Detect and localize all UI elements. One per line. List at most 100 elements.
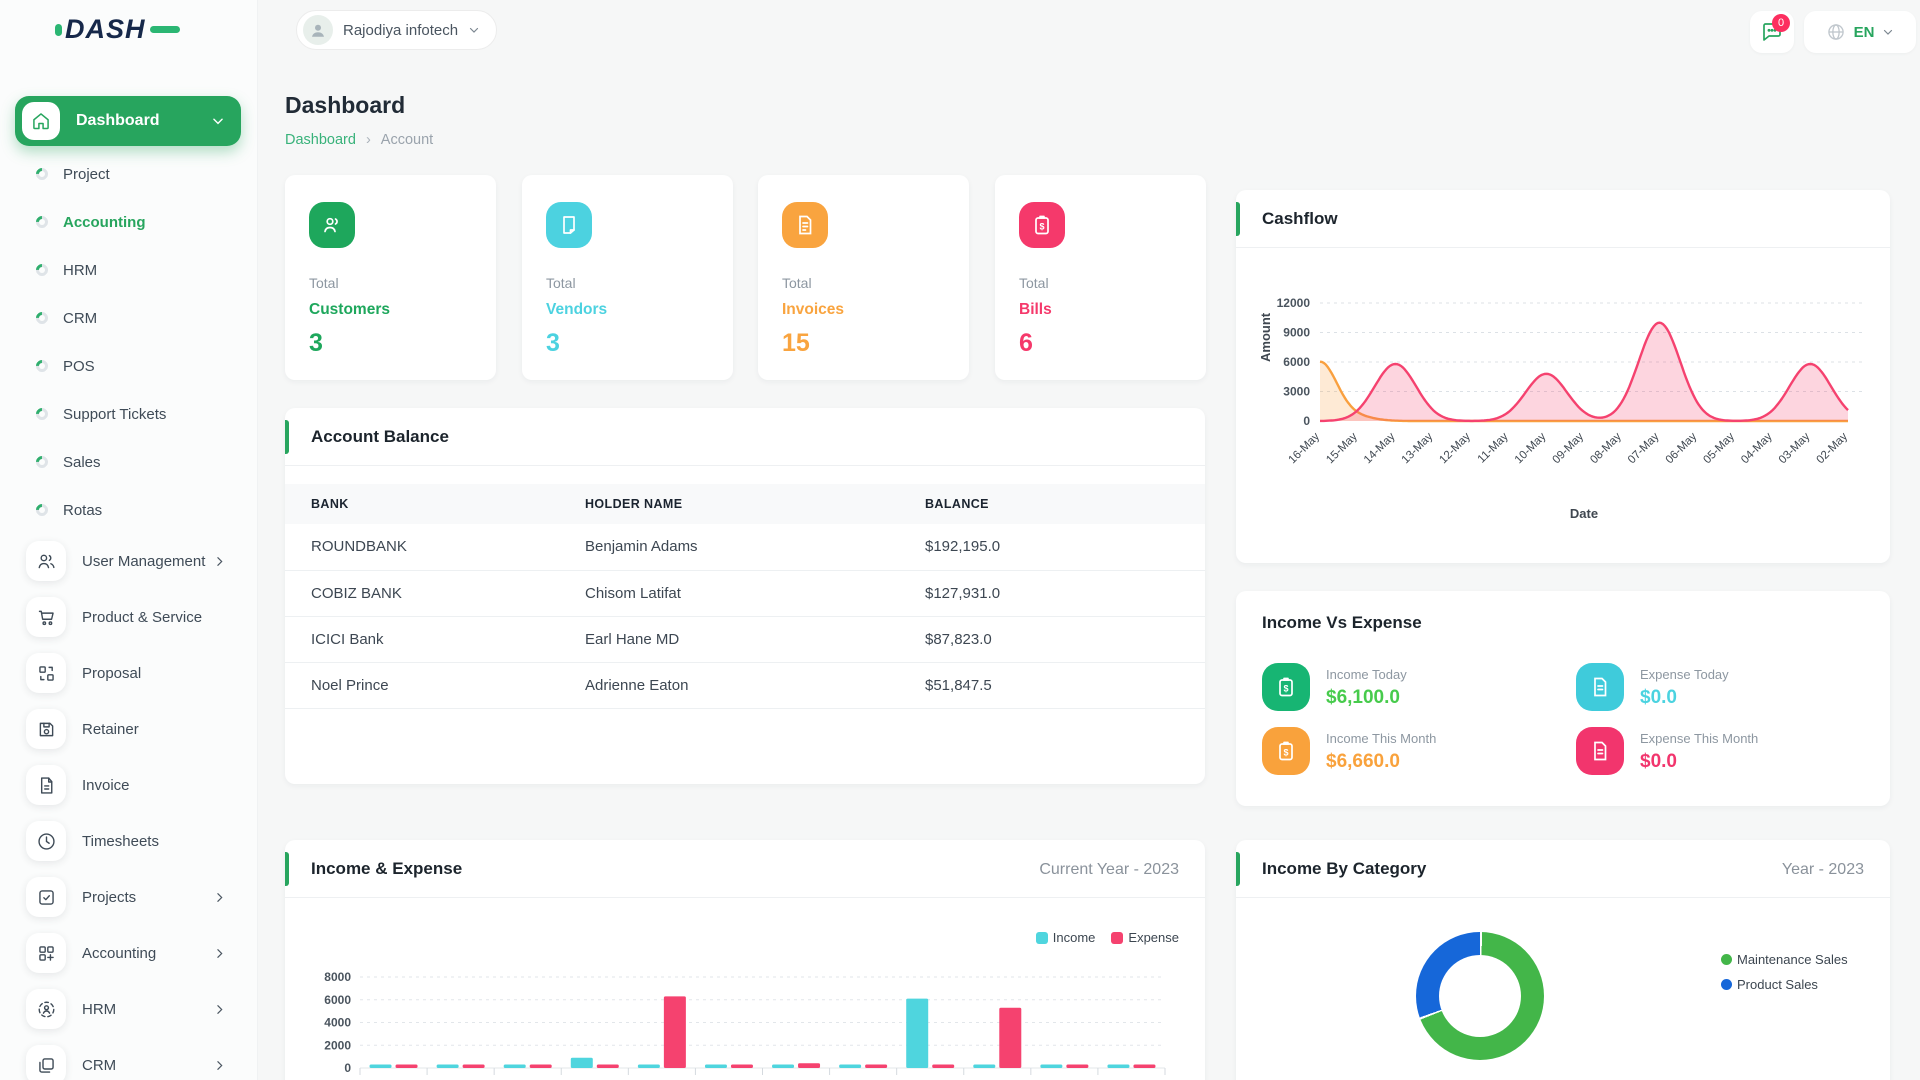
sidebar-item-crm-menu[interactable]: CRM	[0, 1037, 258, 1080]
expense-this-month-item: Expense This Month $0.0	[1576, 727, 1758, 775]
legend-item-expense[interactable]: Expense	[1111, 930, 1179, 945]
sidebar-item-crm[interactable]: CRM	[0, 294, 258, 342]
stat-prefix: Total	[782, 275, 812, 291]
sidebar-item-hrm-menu[interactable]: HRM	[0, 981, 258, 1037]
stat-value: 15	[782, 329, 810, 357]
sidebar-item-proposal[interactable]: Proposal	[0, 645, 258, 701]
svg-text:09-May: 09-May	[1551, 430, 1587, 466]
svg-text:0: 0	[1303, 414, 1310, 428]
workspace-name: Rajodiya infotech	[343, 21, 459, 39]
income-expense-period: Current Year - 2023	[1039, 861, 1179, 878]
stat-label: Invoices	[782, 301, 845, 318]
stat-prefix: Total	[546, 275, 576, 291]
svg-text:13-May: 13-May	[1400, 430, 1436, 466]
clipboard-dollar-icon: $	[1019, 202, 1065, 248]
income-by-category-header: Income By Category Year - 2023	[1236, 840, 1890, 898]
bullet-icon	[33, 405, 51, 423]
income-vs-expense-title: Income Vs Expense	[1262, 613, 1422, 632]
sidebar-item-hrm[interactable]: HRM	[0, 246, 258, 294]
bullet-icon	[33, 453, 51, 471]
chevron-right-icon	[213, 555, 226, 568]
svg-text:12000: 12000	[1277, 296, 1311, 310]
income-this-month-label: Income This Month	[1326, 731, 1437, 746]
svg-text:3000: 3000	[1283, 385, 1310, 399]
file-lines-icon	[782, 202, 828, 248]
notification-badge: 0	[1772, 14, 1790, 32]
cell-holder: Earl Hane MD	[585, 616, 925, 663]
page-title: Dashboard	[285, 92, 406, 118]
sidebar-item-dashboard[interactable]: Dashboard	[15, 96, 241, 146]
sidebar-item-accounting-menu[interactable]: Accounting	[0, 925, 258, 981]
stat-label: Vendors	[546, 301, 608, 318]
note-icon	[1576, 727, 1624, 775]
workspace-dropdown[interactable]: Rajodiya infotech	[296, 10, 498, 50]
logo-text: DASH	[65, 14, 146, 44]
income-today-value: $6,100.0	[1326, 687, 1400, 708]
invoice-icon	[26, 765, 66, 805]
maintenance-sales-dot	[1721, 954, 1732, 965]
breadcrumb-dashboard[interactable]: Dashboard	[285, 132, 356, 148]
sidebar-item-timesheets[interactable]: Timesheets	[0, 813, 258, 869]
accent-bar	[1236, 852, 1240, 886]
retainer-icon	[26, 709, 66, 749]
stat-prefix: Total	[309, 275, 339, 291]
cell-bank: ICICI Bank	[285, 616, 585, 663]
expense-this-month-label: Expense This Month	[1640, 731, 1759, 746]
col-holder-name: HOLDER NAME	[585, 497, 683, 511]
income-category-donut-chart	[1416, 932, 1544, 1060]
stat-value: 6	[1019, 329, 1033, 357]
language-dropdown[interactable]: EN	[1804, 11, 1916, 53]
expense-today-label: Expense Today	[1640, 667, 1729, 682]
sidebar-item-invoice[interactable]: Invoice	[0, 757, 258, 813]
sidebar-item-rotas[interactable]: Rotas	[0, 486, 258, 534]
stat-card-vendors: Total Vendors 3	[522, 175, 733, 380]
income-swatch	[1035, 931, 1048, 944]
income-this-month-value: $6,660.0	[1326, 751, 1400, 772]
chevron-right-icon	[213, 947, 226, 960]
sidebar-item-support-tickets[interactable]: Support Tickets	[0, 390, 258, 438]
cashflow-card: Cashflow 12000 9000 6000 3000 0 Amount 16-May 1…	[1236, 190, 1890, 563]
table-row: COBIZ BANK Chisom Latifat $127,931.0	[285, 570, 1205, 617]
svg-text:14-May: 14-May	[1362, 430, 1398, 466]
logo-accent-dot	[55, 23, 62, 36]
avatar	[303, 15, 333, 45]
svg-text:12-May: 12-May	[1437, 430, 1473, 466]
income-expense-header: Income & Expense Current Year - 2023	[285, 840, 1205, 898]
sidebar-item-retainer[interactable]: Retainer	[0, 701, 258, 757]
messages-button[interactable]: 0	[1750, 11, 1794, 53]
legend-item-product-sales[interactable]: Product Sales	[1721, 977, 1848, 992]
svg-text:04-May: 04-May	[1739, 430, 1775, 466]
income-this-month-item: $ Income This Month $6,660.0	[1262, 727, 1436, 775]
cell-bank: COBIZ BANK	[285, 570, 585, 617]
legend-item-income[interactable]: Income	[1035, 930, 1095, 945]
stat-label: Customers	[309, 301, 390, 318]
breadcrumb-separator: ›	[365, 132, 371, 148]
sidebar-item-project[interactable]: Project	[0, 150, 258, 198]
sidebar-item-user-management[interactable]: User Management	[0, 533, 258, 589]
svg-text:6000: 6000	[1283, 355, 1310, 369]
accent-bar	[1236, 202, 1240, 236]
sidebar-menu: User Management Product & Service Propos…	[0, 533, 258, 1080]
svg-text:4000: 4000	[324, 1016, 351, 1030]
svg-text:03-May: 03-May	[1777, 430, 1813, 466]
two-users-icon	[309, 202, 355, 248]
svg-text:10-May: 10-May	[1513, 430, 1549, 466]
cashflow-header: Cashflow	[1236, 190, 1890, 248]
legend-item-maintenance-sales[interactable]: Maintenance Sales	[1721, 952, 1848, 967]
income-expense-bar-chart: 8000 6000 4000 2000 0	[324, 970, 1166, 1075]
svg-text:05-May: 05-May	[1701, 430, 1737, 466]
expense-today-value: $0.0	[1640, 687, 1677, 708]
sidebar-item-accounting[interactable]: Accounting	[0, 198, 258, 246]
stat-card-bills: $ Total Bills 6	[995, 175, 1206, 380]
sidebar-item-projects[interactable]: Projects	[0, 869, 258, 925]
sidebar-item-product-service[interactable]: Product & Service	[0, 589, 258, 645]
svg-text:0: 0	[344, 1061, 351, 1075]
sidebar-submenu: Project Accounting HRM CRM POS Support T…	[0, 150, 258, 534]
sidebar-item-sales[interactable]: Sales	[0, 438, 258, 486]
product-sales-dot	[1721, 979, 1732, 990]
expense-swatch	[1111, 931, 1124, 944]
sidebar-item-pos[interactable]: POS	[0, 342, 258, 390]
person-scan-icon	[26, 989, 66, 1029]
bullet-icon	[33, 309, 51, 327]
cell-balance: $51,847.5	[925, 662, 1205, 709]
